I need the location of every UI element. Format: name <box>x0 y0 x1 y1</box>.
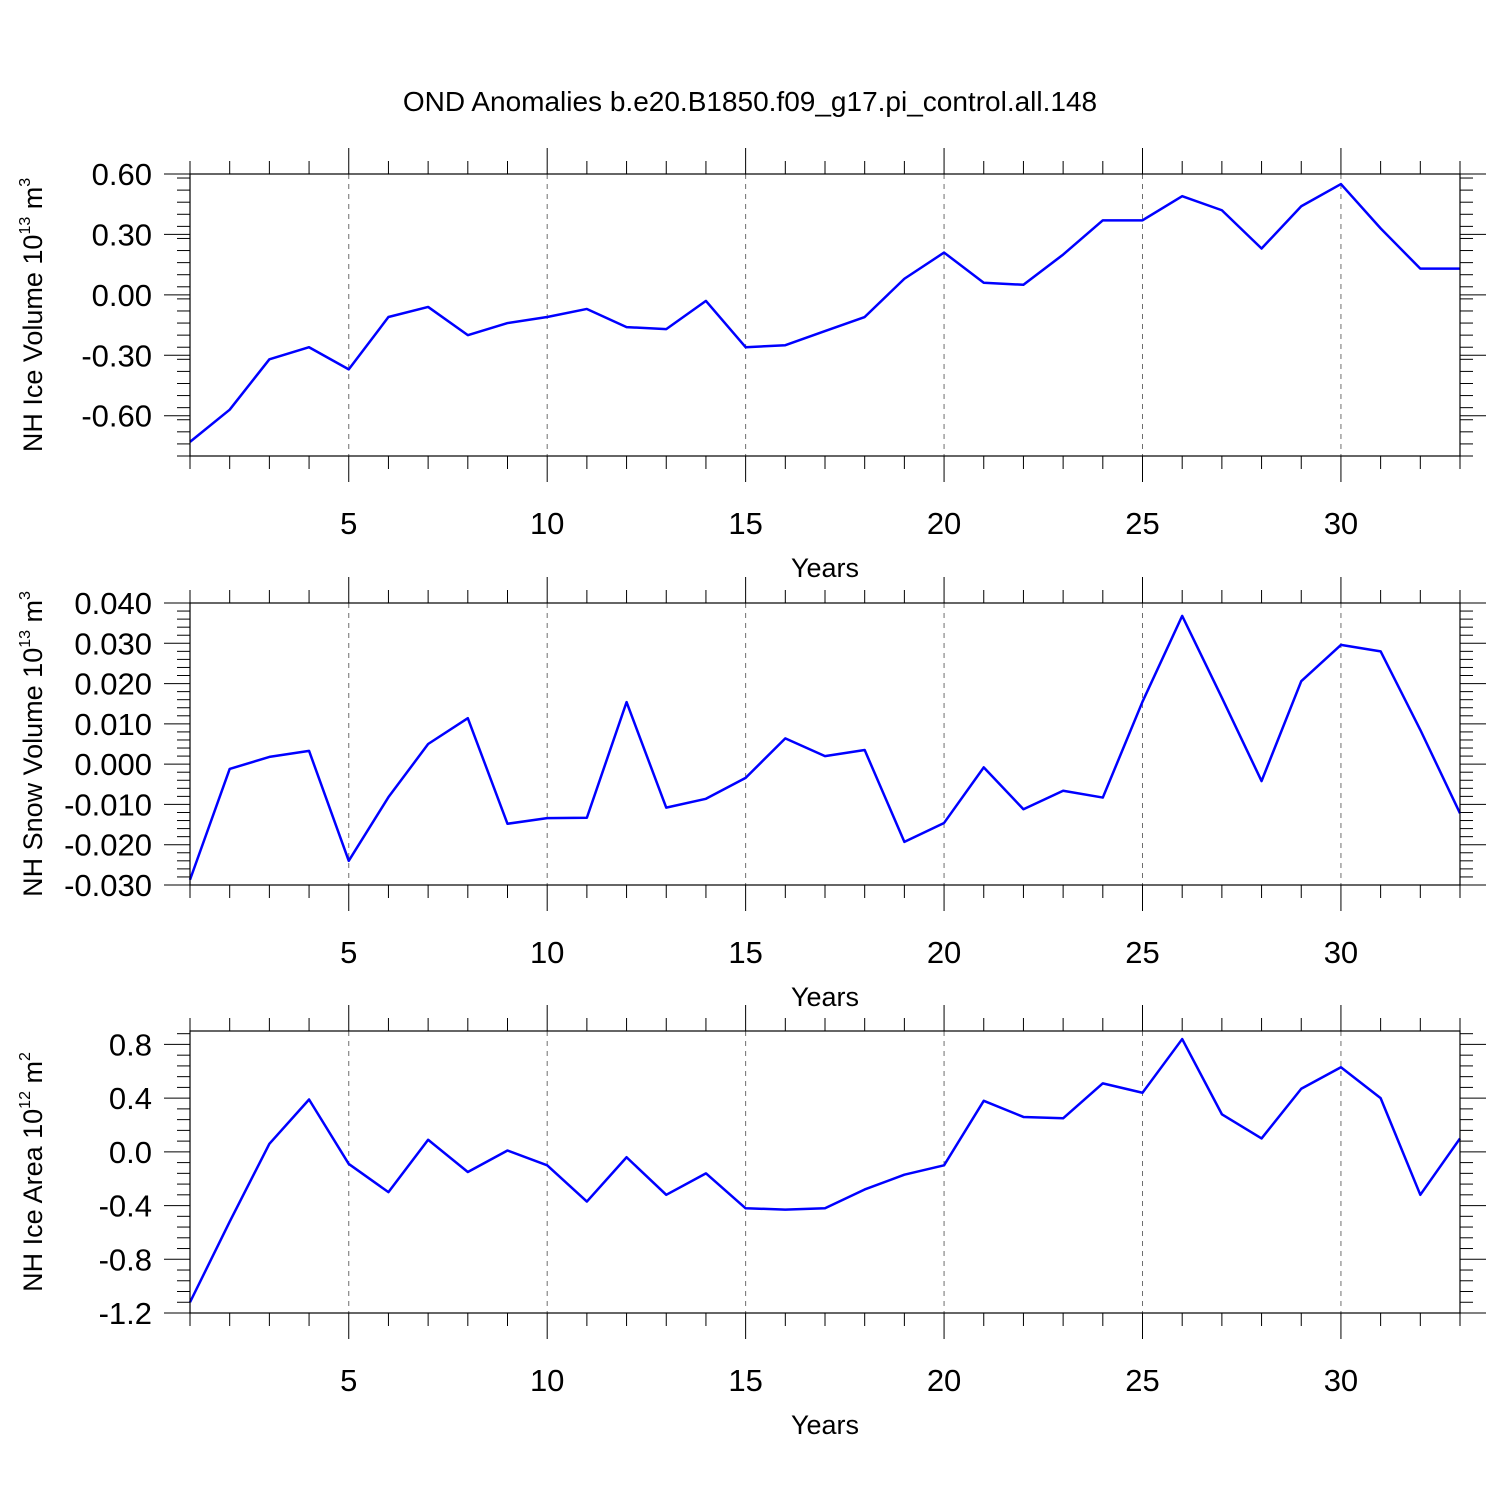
y-axis-label-exponent: 13 <box>17 217 34 235</box>
y-axis-label: NH Ice Area 1012 m2 <box>17 1052 48 1292</box>
y-axis-label-unit: m <box>18 600 48 630</box>
x-tick-label: 5 <box>340 935 357 970</box>
y-tick-label: -0.60 <box>81 399 152 434</box>
y-tick-label: 0.0 <box>109 1135 152 1170</box>
y-tick-label: -0.8 <box>99 1242 152 1277</box>
chart-panel-2: 5 10 15 20 25 30 0.040 0.030 0.020 0.010 0.000 -0.0… <box>17 577 1486 1012</box>
y-axis-label: NH Ice Volume 1013 m3 <box>17 178 48 452</box>
y-tick-label: -1.2 <box>99 1296 152 1331</box>
y-tick-label: 0.8 <box>109 1027 152 1062</box>
x-tick-label: 5 <box>340 506 357 541</box>
chart-panel-3: 5 10 15 20 25 30 0.8 0.4 0.0 -0.4 -0.8 -1.2 Years NH … <box>17 1005 1486 1440</box>
y-tick-label: 0.040 <box>74 586 152 621</box>
chart-title: OND Anomalies b.e20.B1850.f09_g17.pi_con… <box>403 86 1097 117</box>
plot-frame <box>189 173 1461 457</box>
chart-panel-1: 5 10 15 20 25 30 0.60 0.30 0.00 -0.30 -0.60 Years NH… <box>17 148 1486 583</box>
y-tick-label: -0.4 <box>99 1189 152 1224</box>
plot-frame <box>189 1030 1461 1314</box>
y-tick-label: 0.000 <box>74 747 152 782</box>
x-tick-label: 15 <box>728 935 762 970</box>
x-tick-label: 25 <box>1125 935 1159 970</box>
series-line <box>189 182 1460 443</box>
x-tick-label: 30 <box>1324 506 1358 541</box>
y-axis-label-exponent: 13 <box>17 630 34 648</box>
y-tick-label: -0.30 <box>81 338 152 373</box>
x-tick-label: 25 <box>1125 1363 1159 1398</box>
y-tick-label: -0.010 <box>64 787 152 822</box>
y-axis-label-unit-exponent: 2 <box>17 1052 34 1061</box>
x-tick-label: 25 <box>1125 506 1159 541</box>
y-tick-label: -0.030 <box>64 868 152 903</box>
x-axis-label: Years <box>791 553 859 583</box>
x-tick-label: 20 <box>927 1363 961 1398</box>
y-axis-label-unit-exponent: 3 <box>17 178 34 187</box>
series-line <box>188 614 1462 881</box>
y-axis-label-exponent: 12 <box>17 1091 34 1109</box>
y-axis-label-main: NH Ice Volume 10 <box>18 235 48 453</box>
y-axis-label-main: NH Ice Area 10 <box>18 1109 48 1292</box>
x-tick-label: 5 <box>340 1363 357 1398</box>
y-tick-label: 0.4 <box>109 1081 152 1116</box>
x-axis-label: Years <box>791 1410 859 1440</box>
x-tick-label: 15 <box>728 1363 762 1398</box>
y-tick-label: 0.30 <box>92 217 152 252</box>
series-line <box>188 1037 1462 1303</box>
y-axis-label: NH Snow Volume 1013 m3 <box>17 591 48 897</box>
x-tick-label: 30 <box>1324 935 1358 970</box>
x-tick-label: 10 <box>530 1363 564 1398</box>
y-axis-label-unit: m <box>18 187 48 217</box>
x-axis-label: Years <box>791 982 859 1012</box>
y-tick-label: 0.020 <box>74 667 152 702</box>
y-axis-label-main: NH Snow Volume 10 <box>18 648 48 897</box>
plot-frame <box>189 602 1461 886</box>
x-tick-label: 10 <box>530 935 564 970</box>
y-tick-label: 0.60 <box>92 157 152 192</box>
x-tick-label: 30 <box>1324 1363 1358 1398</box>
y-tick-label: 0.010 <box>74 707 152 742</box>
panels: 5 10 15 20 25 300.600.300.00-0.30-0.60YearsNH… <box>17 148 1486 1440</box>
x-tick-label: 10 <box>530 506 564 541</box>
y-tick-label: 0.030 <box>74 626 152 661</box>
y-tick-label: 0.00 <box>92 278 152 313</box>
x-tick-label: 15 <box>728 506 762 541</box>
x-tick-label: 20 <box>927 935 961 970</box>
y-tick-label: -0.020 <box>64 828 152 863</box>
y-axis-label-unit: m <box>18 1061 48 1091</box>
y-axis-label-unit-exponent: 3 <box>17 591 34 600</box>
x-tick-label: 20 <box>927 506 961 541</box>
